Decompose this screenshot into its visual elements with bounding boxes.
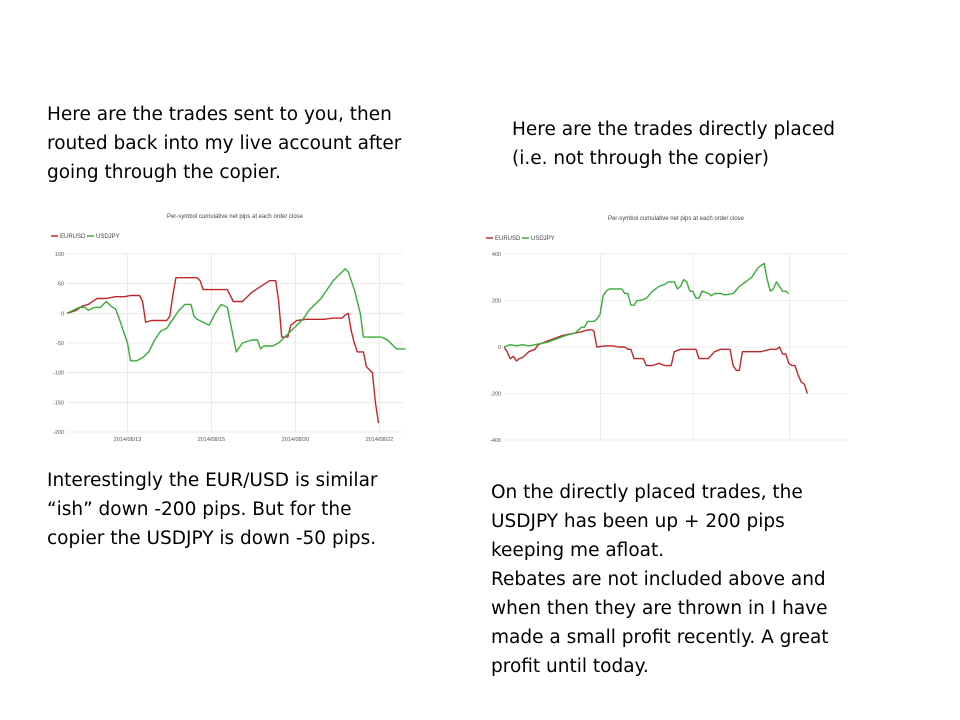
chart-copier-xtick-label: 2014/08/20 — [282, 437, 310, 442]
chart-direct-svg: Per-symbol cumulative net pips at each o… — [486, 216, 848, 444]
chart-copier: Per-symbol cumulative net pips at each o… — [47, 210, 407, 442]
chart-copier-ytick-label: -200 — [53, 430, 64, 436]
chart-direct-legend-label-usdjpy: USDJPY — [531, 236, 555, 242]
note-copier-trades: Here are the trades sent to you, then ro… — [47, 104, 402, 183]
note-usdjpy-rebates: On the directly placed trades, the USDJP… — [491, 482, 829, 677]
chart-copier-ytick-label: 50 — [58, 282, 64, 288]
chart-copier-title: Per-symbol cumulative net pips at each o… — [167, 214, 304, 220]
note-direct-trades: Here are the trades directly placed (i.e… — [512, 119, 836, 169]
chart-direct-title: Per-symbol cumulative net pips at each o… — [608, 216, 745, 222]
chart-copier-ytick-label: 0 — [61, 311, 64, 317]
chart-direct-legend-label-eurusd: EURUSD — [495, 236, 521, 242]
chart-copier-xtick-label: 2014/08/13 — [114, 437, 142, 442]
note-eurusd-comparison: Interestingly the EUR/USD is similar “is… — [47, 470, 378, 549]
chart-copier-series-eurusd — [66, 276, 380, 424]
chart-direct: Per-symbol cumulative net pips at each o… — [482, 212, 852, 444]
chart-copier-svg: Per-symbol cumulative net pips at each o… — [51, 214, 406, 442]
chart-copier-legend-label-eurusd: EURUSD — [60, 234, 86, 240]
chart-direct-ytick-label: -200 — [490, 392, 501, 398]
chart-direct-ytick-label: -400 — [490, 438, 501, 444]
chart-copier-series-usdjpy — [66, 268, 406, 362]
chart-copier-ytick-label: -100 — [53, 371, 64, 377]
chart-copier-ytick-label: -150 — [53, 400, 64, 406]
chart-copier-xtick-label: 2014/08/22 — [366, 437, 394, 442]
chart-copier-legend-label-usdjpy: USDJPY — [96, 234, 120, 240]
chart-copier-xtick-label: 2014/08/15 — [198, 437, 226, 442]
chart-direct-ytick-label: 400 — [492, 252, 501, 258]
chart-direct-series-usdjpy — [503, 262, 790, 348]
chart-direct-series-eurusd — [503, 328, 809, 394]
chart-direct-ytick-label: 200 — [492, 299, 501, 305]
chart-direct-ytick-label: 0 — [498, 345, 501, 351]
chart-copier-ytick-label: 100 — [55, 252, 64, 258]
chart-copier-ytick-label: -50 — [56, 341, 64, 347]
